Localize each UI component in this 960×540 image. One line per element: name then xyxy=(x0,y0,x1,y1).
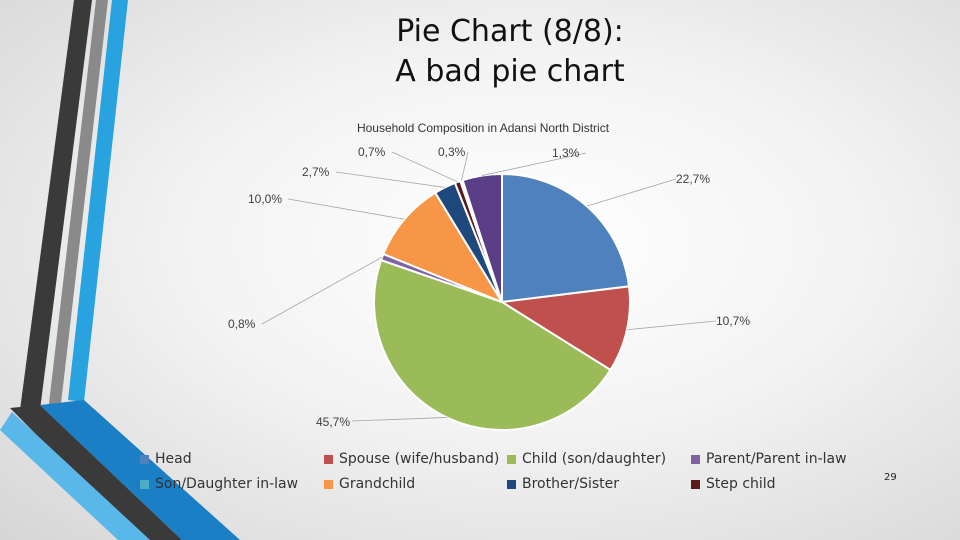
leader-line-4 xyxy=(261,256,383,325)
legend-swatch xyxy=(507,454,516,464)
leader-line-8 xyxy=(391,151,458,183)
pie-slice-1 xyxy=(501,172,631,304)
data-label-4: 0,8% xyxy=(228,317,256,331)
data-label-10: 1,3% xyxy=(552,146,580,160)
legend-label: Grandchild xyxy=(339,476,416,492)
legend-swatch xyxy=(507,479,516,489)
data-label-3: 45,7% xyxy=(316,415,350,429)
pie-slice-6 xyxy=(382,191,505,305)
leader-line-7 xyxy=(335,171,445,188)
legend-swatch xyxy=(691,479,700,489)
legend-label: Step child xyxy=(706,476,776,492)
data-label-9: 0,3% xyxy=(438,145,466,159)
data-label-1: 22,7% xyxy=(676,172,710,186)
legend-item-6: Grandchild xyxy=(324,476,415,492)
legend-item-4: Parent/Parent in-law xyxy=(691,451,847,467)
legend-label: Son/Daughter in-law xyxy=(155,476,299,492)
legend-swatch xyxy=(140,479,149,489)
legend-swatch xyxy=(324,454,333,464)
leader-line-9 xyxy=(461,151,469,181)
slide-title-line2: A bad pie chart xyxy=(395,54,625,89)
stripe-grey xyxy=(48,0,108,412)
legend-swatch xyxy=(140,454,149,464)
legend-item-2: Spouse (wife/husband) xyxy=(324,451,499,467)
leader-line-10 xyxy=(481,152,587,176)
pie-slice-2 xyxy=(499,285,631,372)
legend-label: Parent/Parent in-law xyxy=(706,451,847,467)
page-number: 29 xyxy=(884,472,897,483)
leader-line-6 xyxy=(287,198,405,220)
pie-slice-10 xyxy=(461,172,503,303)
legend-swatch xyxy=(691,454,700,464)
slide-title: Pie Chart (8/8): A bad pie chart xyxy=(360,12,660,92)
legend-swatch xyxy=(324,479,333,489)
stripe-dark-top xyxy=(20,0,92,410)
data-label-8: 0,7% xyxy=(358,145,386,159)
slide-title-line1: Pie Chart (8/8): xyxy=(396,14,624,49)
stripe-light-bottom xyxy=(0,412,150,540)
leader-line-3 xyxy=(351,417,447,422)
data-label-7: 2,7% xyxy=(302,165,330,179)
legend-item-3: Child (son/daughter) xyxy=(507,451,666,467)
pie-slice-3 xyxy=(373,258,612,431)
leader-line-2 xyxy=(626,320,717,331)
legend-item-5: Son/Daughter in-law xyxy=(140,476,298,492)
data-label-2: 10,7% xyxy=(716,314,750,328)
legend-label: Head xyxy=(155,451,192,467)
legend-item-1: Head xyxy=(140,451,192,467)
legend-label: Child (son/daughter) xyxy=(522,451,667,467)
stripe-dark-bottom xyxy=(10,405,182,540)
legend-label: Brother/Sister xyxy=(522,476,619,492)
leader-line-1 xyxy=(586,178,677,207)
stripe-blue-top xyxy=(68,0,128,402)
data-label-6: 10,0% xyxy=(248,192,282,206)
stripe-blue-bottom xyxy=(40,400,240,540)
legend-label: Spouse (wife/husband) xyxy=(339,451,500,467)
legend-item-8: Step child xyxy=(691,476,776,492)
chart-title: Household Composition in Adansi North Di… xyxy=(357,121,610,135)
legend-item-7: Brother/Sister xyxy=(507,476,619,492)
